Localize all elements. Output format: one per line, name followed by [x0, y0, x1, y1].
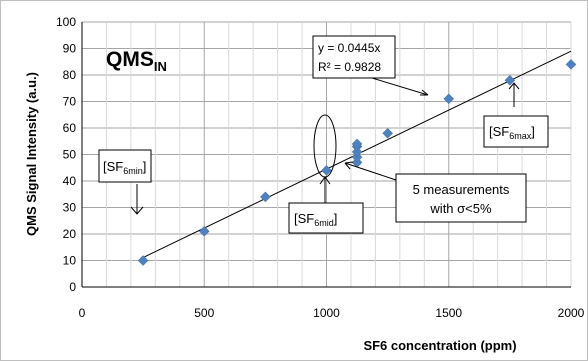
y-tick-label: 10: [63, 254, 77, 268]
data-point: [504, 74, 516, 86]
data-points: [137, 59, 577, 266]
sf6mid-sub: 6mid: [314, 218, 334, 228]
y-tick-label: 100: [56, 15, 76, 29]
x-tick-labels: 0 500 1000 1500 2000: [79, 306, 585, 320]
y-tick-label: 30: [63, 201, 77, 215]
x-tick-label: 1500: [435, 306, 462, 320]
y-tick-label: 70: [63, 95, 77, 109]
sf6max-arrow-head: [508, 82, 520, 90]
y-tick-label: 90: [63, 42, 77, 56]
y-tick-label: 80: [63, 68, 77, 82]
measurements-line2: with σ<5%: [429, 201, 492, 216]
x-tick-label: 500: [194, 306, 214, 320]
x-tick-label: 1000: [313, 306, 340, 320]
sf6mid-post: ]: [334, 211, 338, 226]
measurements-arrow: [344, 162, 397, 181]
y-tick-label: 40: [63, 174, 77, 188]
x-axis-title: SF6 concentration (ppm): [363, 338, 516, 353]
sf6min-pre: [SF: [103, 159, 123, 174]
y-tick-label: 0: [69, 280, 76, 294]
sf6mid-box: [288, 202, 364, 234]
data-point: [382, 127, 393, 139]
trendline-equation: y = 0.0445x: [318, 41, 380, 55]
data-point: [565, 59, 577, 70]
data-point: [137, 255, 149, 266]
data-point: [321, 165, 332, 176]
data-point: [260, 191, 271, 203]
measurements-line1: 5 measurements: [413, 182, 510, 197]
series-title-subscript: IN: [154, 59, 167, 74]
sf6min-arrow-head: [130, 206, 144, 215]
trendline-r2: R² = 0.9828: [318, 60, 381, 74]
y-axis-title: QMS Signal Intensity (a.u.): [24, 72, 39, 236]
equation-box: [312, 35, 396, 79]
equation-arrow: [371, 77, 429, 96]
data-point: [351, 138, 363, 150]
measurements-arrow-head: [344, 161, 354, 170]
sf6min-box: [98, 149, 152, 183]
x-tick-label: 2000: [558, 306, 585, 320]
sf6max-box: [483, 115, 549, 148]
data-point: [443, 93, 455, 105]
sf6max-label: [SF6max]: [489, 124, 535, 141]
equation-arrow-head: [420, 89, 429, 96]
sf6max-sub: 6max: [509, 131, 532, 141]
sf6min-sub: 6min: [123, 166, 143, 176]
sf6min-label: [SF6min]: [103, 159, 146, 176]
data-point: [198, 225, 210, 237]
sf6min-post: ]: [143, 159, 147, 174]
y-tick-labels: 0 10 20 30 40 50 60 70 80 90 100: [56, 15, 76, 294]
sf6max-post: ]: [531, 124, 535, 139]
sf6mid-arrow-head: [319, 176, 331, 185]
y-tick-label: 50: [63, 148, 77, 162]
series-title-main: QMS: [106, 48, 154, 71]
y-tick-label: 20: [63, 227, 77, 241]
measurements-box: [395, 173, 527, 223]
y-tick-label: 60: [63, 121, 77, 135]
sf6max-pre: [SF: [489, 124, 509, 139]
x-tick-label: 0: [79, 306, 86, 320]
sf6mid-label: [SF6mid]: [294, 211, 337, 228]
sf6mid-pre: [SF: [294, 211, 314, 226]
series-title: QMSIN: [106, 48, 167, 74]
